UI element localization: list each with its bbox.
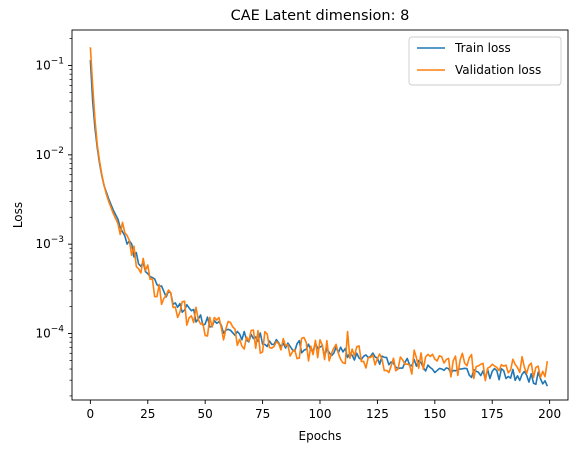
legend-label-train: Train loss: [454, 41, 511, 55]
train-loss-line: [89, 60, 549, 387]
y-tick-label: 10−3: [35, 235, 64, 251]
validation-loss-line: [89, 47, 549, 382]
legend-box: [408, 36, 562, 86]
x-tick-label: 0: [87, 407, 95, 421]
chart-title: CAE Latent dimension: 8: [231, 8, 410, 24]
x-tick-label: 100: [309, 407, 332, 421]
x-tick-label: 200: [538, 407, 561, 421]
y-axis-label: Loss: [11, 202, 25, 228]
x-tick-label: 25: [140, 407, 155, 421]
x-tick-label: 150: [423, 407, 446, 421]
x-tick-label: 50: [198, 407, 213, 421]
y-tick-label: 10−1: [35, 57, 64, 73]
x-tick-label: 175: [481, 407, 504, 421]
x-tick-label: 125: [366, 407, 389, 421]
legend-label-validation: Validation loss: [455, 63, 541, 77]
legend: Train loss Validation loss: [408, 36, 562, 86]
x-axis-label: Epochs: [299, 429, 342, 443]
y-tick-label: 10−4: [35, 324, 64, 340]
y-tick-label: 10−2: [35, 146, 64, 162]
x-tick-label: 75: [255, 407, 270, 421]
